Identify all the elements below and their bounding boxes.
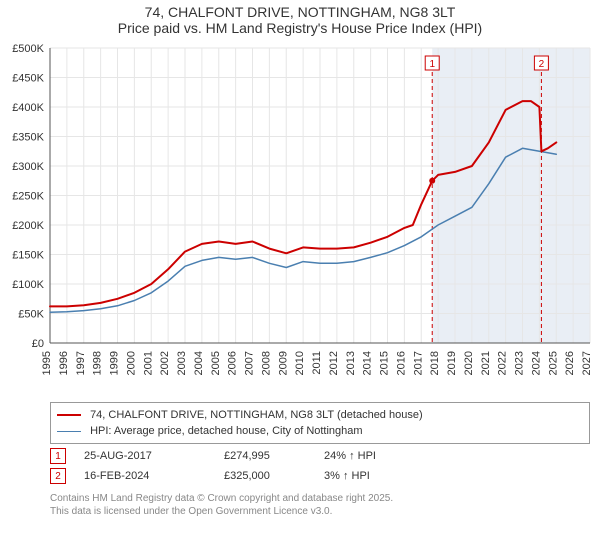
x-tick-label: 2020 [463, 351, 475, 375]
x-tick-label: 2006 [227, 351, 239, 375]
x-tick-label: 2026 [564, 351, 576, 375]
chart-title-line1: 74, CHALFONT DRIVE, NOTTINGHAM, NG8 3LT [0, 4, 600, 20]
x-tick-label: 2016 [395, 351, 407, 375]
sale-hpi: 3% ↑ HPI [324, 470, 444, 482]
sale-marker: 1 [50, 448, 66, 464]
x-tick-label: 2013 [345, 351, 357, 375]
chart-title-line2: Price paid vs. HM Land Registry's House … [0, 20, 600, 36]
sale-row: 1 25-AUG-2017£274,99524% ↑ HPI [50, 448, 590, 464]
x-tick-label: 1995 [41, 351, 53, 375]
x-tick-label: 2008 [260, 351, 272, 375]
x-tick-label: 2017 [412, 351, 424, 375]
footnote-line1: Contains HM Land Registry data © Crown c… [50, 492, 590, 505]
y-tick-label: £50K [18, 309, 44, 321]
footnote: Contains HM Land Registry data © Crown c… [50, 492, 590, 518]
sale-marker: 2 [50, 468, 66, 484]
y-tick-label: £350K [12, 132, 44, 144]
sale-price: £274,995 [224, 450, 324, 462]
x-tick-label: 1997 [75, 351, 87, 375]
x-tick-label: 2018 [429, 351, 441, 375]
x-tick-label: 2014 [362, 351, 374, 375]
legend-item-hpi: HPI: Average price, detached house, City… [57, 423, 583, 439]
x-tick-label: 2011 [311, 351, 323, 375]
footnote-line2: This data is licensed under the Open Gov… [50, 505, 590, 518]
x-tick-label: 2021 [480, 351, 492, 375]
price-chart: £0 £50K £100K £150K £200K £250K £300K £350K £400… [0, 38, 600, 393]
x-tick-label: 2007 [244, 351, 256, 375]
y-tick-label: £250K [12, 191, 44, 203]
x-tick-label: 2000 [125, 351, 137, 375]
sale-price: £325,000 [224, 470, 324, 482]
x-tick-label: 1998 [92, 351, 104, 375]
y-tick-label: £200K [12, 220, 44, 232]
y-tick-label: £400K [12, 102, 44, 114]
sale-marker-number: 1 [429, 59, 435, 70]
x-tick-label: 2023 [514, 351, 526, 375]
chart-title-block: 74, CHALFONT DRIVE, NOTTINGHAM, NG8 3LT … [0, 0, 600, 38]
y-tick-label: £0 [32, 338, 44, 350]
legend-label-hpi: HPI: Average price, detached house, City… [90, 425, 363, 437]
legend-item-property: 74, CHALFONT DRIVE, NOTTINGHAM, NG8 3LT … [57, 407, 583, 423]
legend: 74, CHALFONT DRIVE, NOTTINGHAM, NG8 3LT … [50, 402, 590, 444]
sale-hpi: 24% ↑ HPI [324, 450, 444, 462]
x-tick-label: 2025 [547, 351, 559, 375]
legend-label-property: 74, CHALFONT DRIVE, NOTTINGHAM, NG8 3LT … [90, 409, 423, 421]
x-tick-label: 2005 [210, 351, 222, 375]
y-tick-label: £450K [12, 73, 44, 85]
y-tick-label: £100K [12, 279, 44, 291]
legend-swatch-property [57, 414, 81, 416]
x-tick-label: 2002 [159, 351, 171, 375]
sale-marker-number: 2 [539, 59, 545, 70]
sale-date: 25-AUG-2017 [84, 450, 224, 462]
x-tick-label: 2012 [328, 351, 340, 375]
x-tick-label: 2015 [379, 351, 391, 375]
y-tick-label: £500K [12, 43, 44, 55]
x-tick-label: 2027 [581, 351, 593, 375]
x-tick-label: 2003 [176, 351, 188, 375]
sales-table: 1 25-AUG-2017£274,99524% ↑ HPI 2 16-FEB-202… [0, 448, 600, 484]
y-tick-label: £150K [12, 250, 44, 262]
x-tick-label: 2019 [446, 351, 458, 375]
y-tick-label: £300K [12, 161, 44, 173]
sale-date: 16-FEB-2024 [84, 470, 224, 482]
chart-container: £0 £50K £100K £150K £200K £250K £300K £350K £400… [0, 38, 600, 396]
x-tick-label: 2001 [142, 351, 154, 375]
x-tick-label: 2022 [497, 351, 509, 375]
x-tick-label: 2004 [193, 351, 205, 375]
x-tick-label: 2024 [530, 351, 542, 375]
sale-dot [429, 178, 435, 184]
x-tick-label: 1996 [58, 351, 70, 375]
x-tick-label: 1999 [109, 351, 121, 375]
x-tick-label: 2009 [277, 351, 289, 375]
legend-swatch-hpi [57, 431, 81, 432]
sale-row: 2 16-FEB-2024£325,0003% ↑ HPI [50, 468, 590, 484]
x-tick-label: 2010 [294, 351, 306, 375]
